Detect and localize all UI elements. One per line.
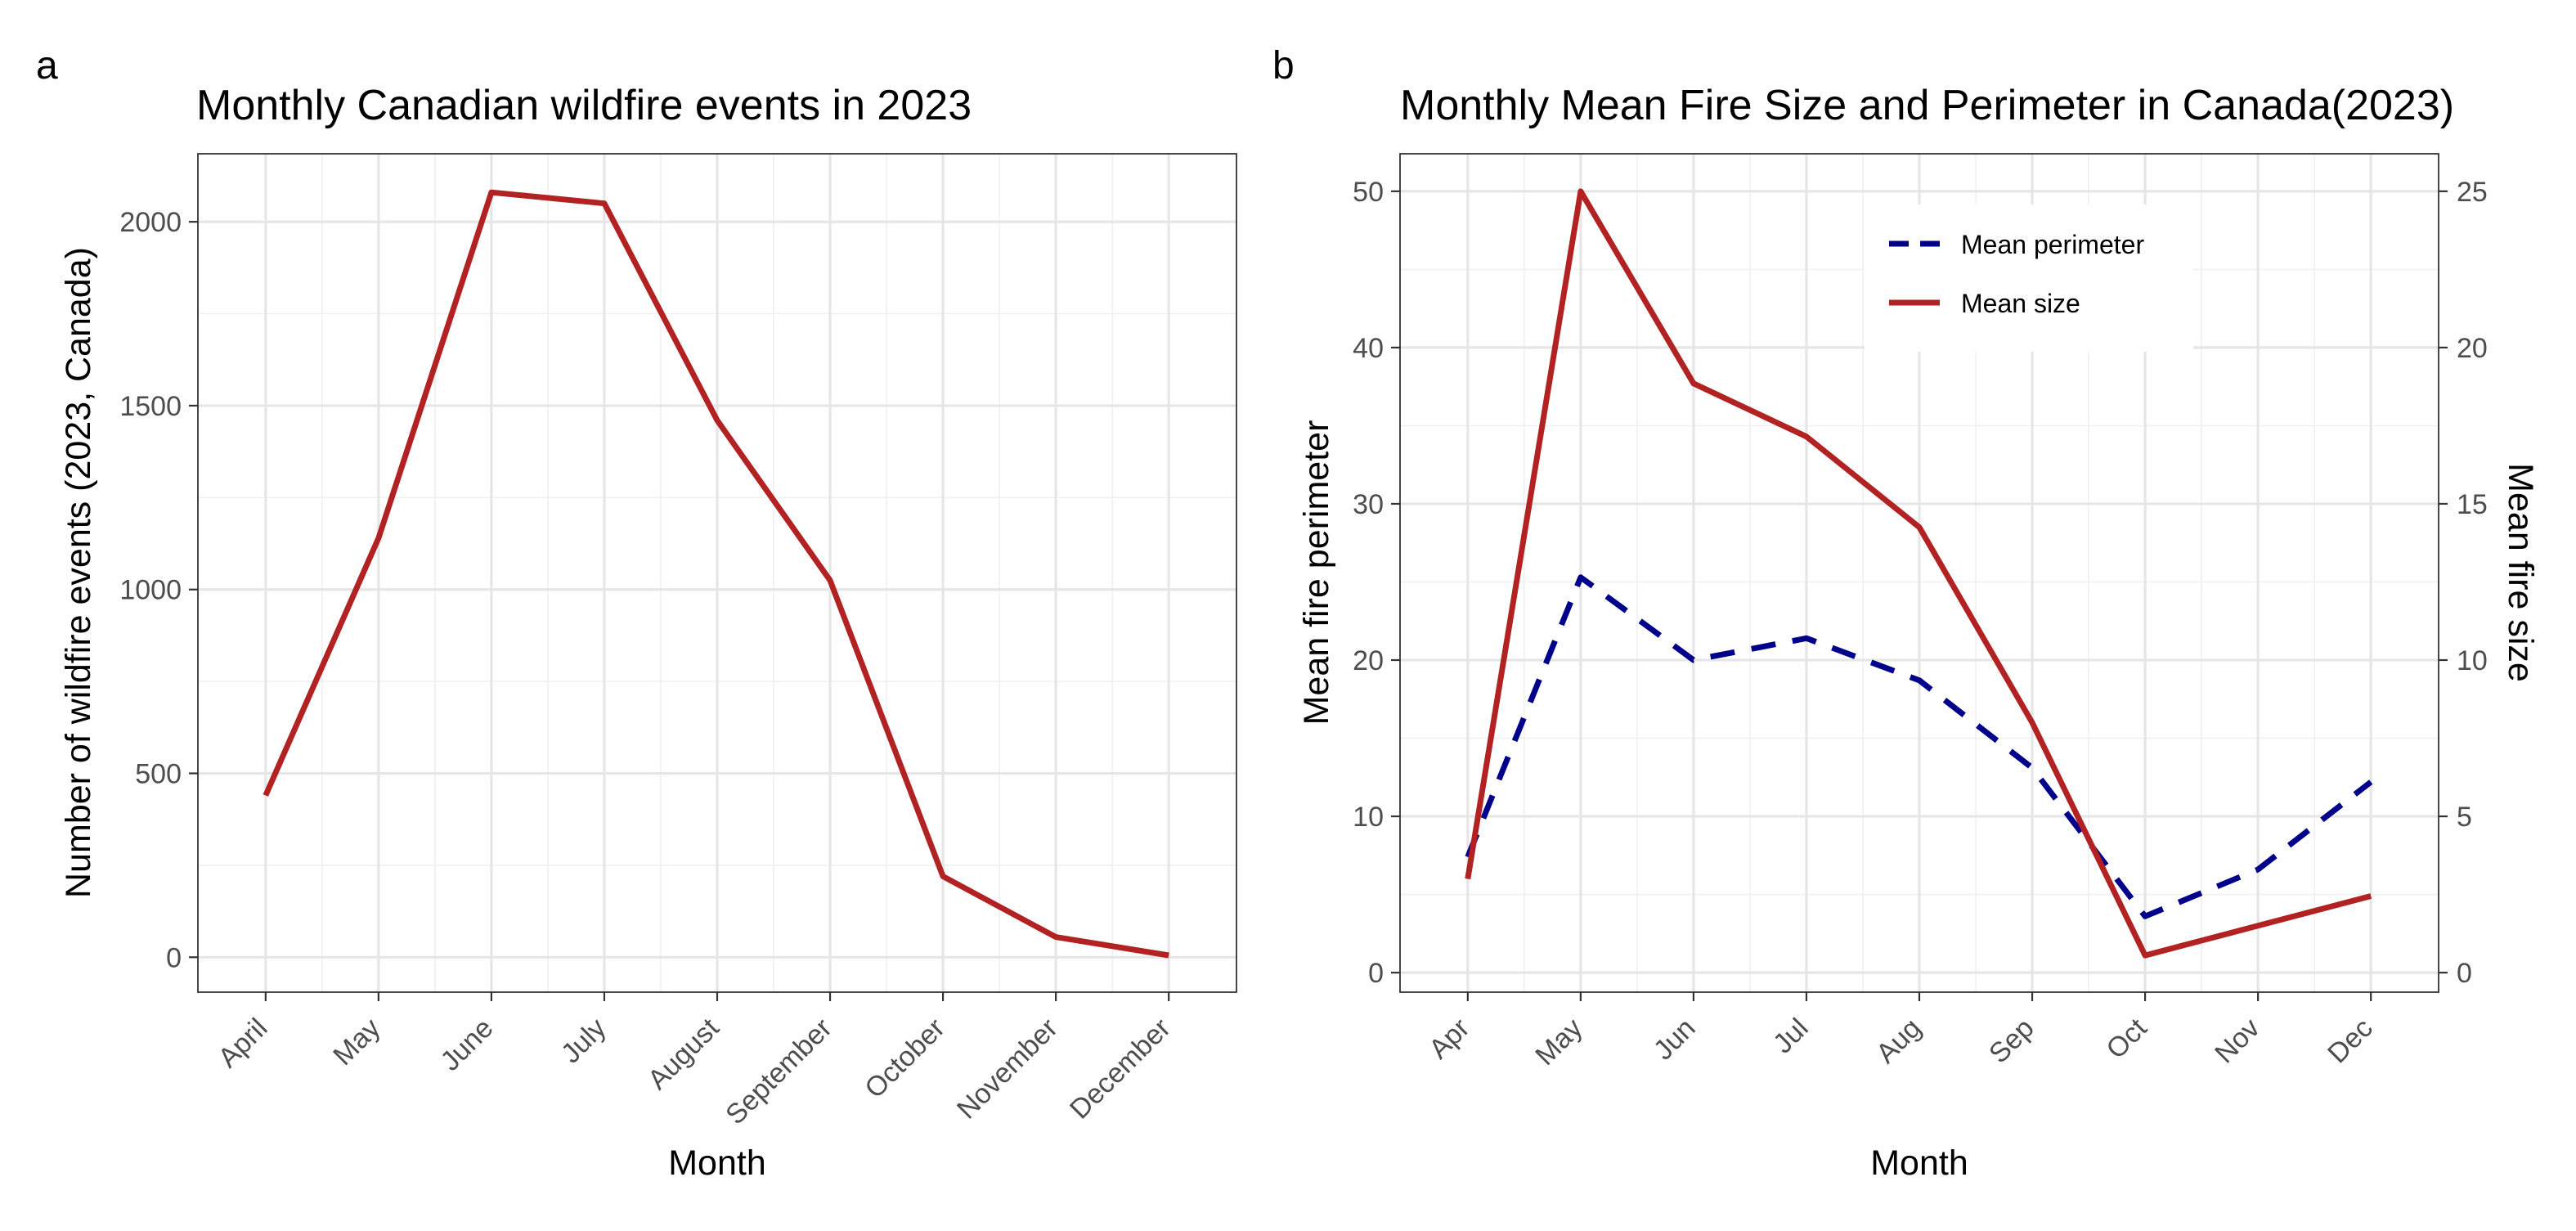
y-tick-label: 1000 — [119, 575, 182, 606]
x-tick-label-nov: Nov — [2209, 1013, 2266, 1070]
panel-a-title: Monthly Canadian wildfire events in 2023 — [196, 82, 972, 129]
panel-a-x-axis-title: Month — [668, 1143, 766, 1183]
x-tick-label-may: May — [327, 1013, 386, 1072]
y-tick-label: 30 — [1353, 489, 1384, 520]
y-right-tick-label: 10 — [2457, 645, 2488, 676]
panel-b-left-y-axis-title: Mean fire perimeter — [1297, 420, 1336, 726]
panel-b-legend: Mean perimeter Mean size — [1865, 204, 2193, 352]
y-right-tick-label: 20 — [2457, 333, 2488, 364]
panel-a-label: a — [36, 44, 58, 88]
x-tick-label-november: November — [951, 1013, 1064, 1125]
x-tick-label-july: July — [555, 1013, 613, 1070]
x-tick-label-apr: Apr — [1423, 1013, 1475, 1065]
y-right-tick-label: 15 — [2457, 489, 2488, 520]
panel-b-right-y-axis-title: Mean fire size — [2501, 463, 2540, 682]
y-tick-label: 500 — [135, 759, 182, 790]
panel-b: b Monthly Mean Fire Size and Perimeter i… — [1272, 44, 2540, 1183]
panel-a-y-axis-title: Number of wildfire events (2023, Canada) — [59, 247, 98, 898]
panel-b-title: Monthly Mean Fire Size and Perimeter in … — [1400, 82, 2454, 129]
x-tick-label-jul: Jul — [1767, 1013, 1815, 1060]
x-tick-label-april: April — [213, 1013, 274, 1074]
panel-a-lines — [263, 189, 1169, 959]
panel-a: a Monthly Canadian wildfire events in 20… — [36, 44, 1237, 1183]
y-tick-label: 50 — [1353, 177, 1384, 208]
y-tick-label: 0 — [166, 942, 182, 973]
panel-b-x-axis-title: Month — [1870, 1143, 1968, 1183]
x-tick-label-august: August — [642, 1012, 725, 1095]
y-tick-label: 0 — [1368, 958, 1384, 989]
y-tick-label: 10 — [1353, 802, 1384, 833]
x-tick-label-june: June — [435, 1013, 500, 1077]
x-tick-label-may: May — [1529, 1013, 1588, 1072]
panel-b-label: b — [1272, 44, 1295, 88]
y-tick-label: 40 — [1353, 333, 1384, 364]
x-tick-label-october: October — [859, 1013, 950, 1104]
legend-label-mean-perimeter: Mean perimeter — [1961, 230, 2144, 259]
legend-label-mean-size: Mean size — [1961, 289, 2080, 318]
mean-perimeter-line — [1465, 574, 2373, 919]
y-tick-label: 2000 — [119, 207, 182, 238]
x-tick-label-aug: Aug — [1870, 1013, 1928, 1070]
y-right-tick-label: 5 — [2457, 802, 2472, 833]
panel-a-major-grid — [198, 154, 1236, 992]
x-tick-label-december: December — [1064, 1013, 1177, 1125]
x-tick-label-oct: Oct — [2100, 1012, 2153, 1065]
panel-b-lines — [1465, 188, 2373, 959]
x-tick-label-sep: Sep — [1983, 1013, 2040, 1070]
y-right-tick-label: 25 — [2457, 177, 2488, 208]
y-right-tick-label: 0 — [2457, 958, 2472, 989]
x-tick-label-dec: Dec — [2322, 1013, 2379, 1070]
mean-size-line — [1465, 188, 2372, 959]
y-tick-label: 1500 — [119, 391, 182, 422]
series-line — [263, 189, 1169, 959]
y-tick-label: 20 — [1353, 645, 1384, 676]
legend-background — [1865, 204, 2193, 352]
x-tick-label-september: September — [720, 1013, 837, 1130]
x-tick-label-jun: Jun — [1648, 1013, 1702, 1067]
